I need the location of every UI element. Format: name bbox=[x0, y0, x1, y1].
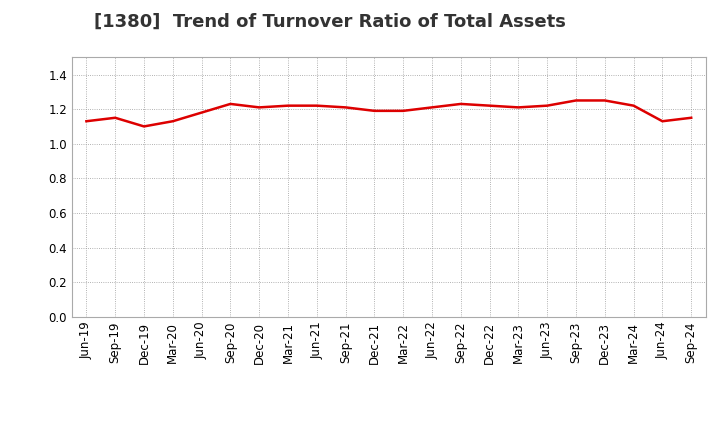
Text: [1380]  Trend of Turnover Ratio of Total Assets: [1380] Trend of Turnover Ratio of Total … bbox=[94, 13, 565, 31]
